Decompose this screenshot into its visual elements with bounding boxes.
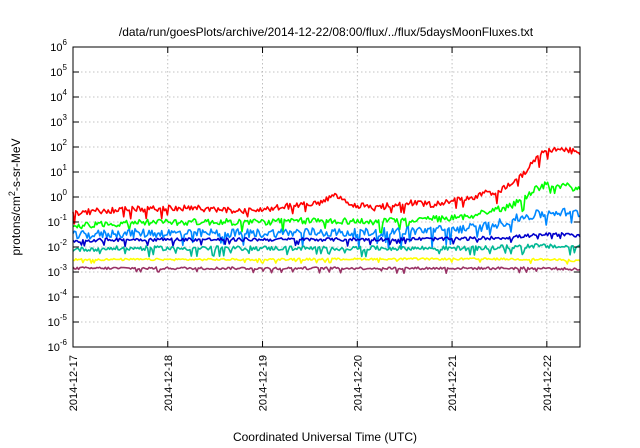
x-axis-title: Coordinated Universal Time (UTC) [233,430,417,444]
series-line [72,146,581,225]
chart-title: /data/run/goesPlots/archive/2014-12-22/0… [119,25,534,39]
y-tick-label: 101 [50,163,67,179]
y-tick-label: 10-2 [48,238,68,254]
series-line [72,266,581,275]
series-line [72,207,581,250]
y-tick-label: 102 [50,138,67,154]
x-tick-label: 2014-12-21 [447,355,459,411]
y-tick-label: 106 [50,38,67,54]
x-tick-label: 2014-12-18 [163,355,175,411]
series-line [72,232,581,248]
y-tick-label: 10-4 [48,288,68,304]
x-axis-ticks: 2014-12-17 2014-12-18 2014-12-19 2014-12-20… [68,47,554,411]
series-line [72,257,581,265]
y-axis-title: protons/cm2-s-sr-MeV [7,138,23,255]
y-tick-label: 10-1 [48,213,68,229]
x-tick-label: 2014-12-19 [258,355,270,411]
x-tick-label: 2014-12-20 [352,355,364,411]
series-lines [72,146,581,275]
y-tick-label: 103 [50,113,67,129]
y-tick-label: 10-6 [48,338,68,354]
y-axis-ticks: 10-6 10-5 10-4 10-3 10-2 10-1 100 101 102 103 104 1… [48,38,580,354]
y-tick-label: 100 [50,188,67,204]
y-tick-label: 10-5 [48,313,68,329]
x-tick-label: 2014-12-17 [68,355,80,411]
series-line [72,181,581,234]
y-tick-label: 104 [50,88,67,104]
x-tick-label: 2014-12-22 [542,355,554,411]
y-tick-label: 105 [50,63,67,79]
y-tick-label: 10-3 [48,263,68,279]
series-line [72,243,581,258]
